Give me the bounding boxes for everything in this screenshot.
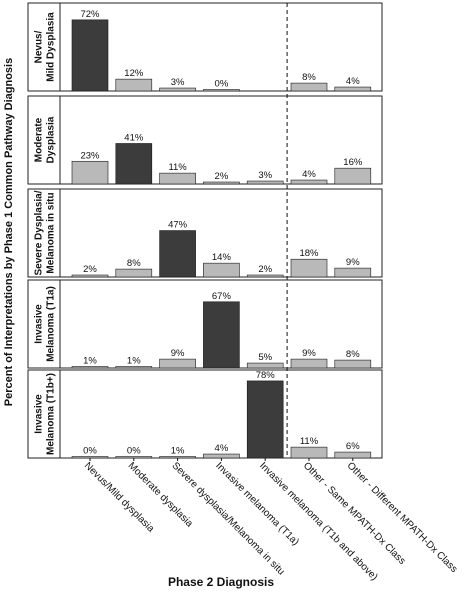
data-label: 67% bbox=[212, 291, 232, 302]
x-axis-title: Phase 2 Diagnosis bbox=[168, 575, 274, 589]
data-label: 8% bbox=[127, 258, 141, 269]
bar bbox=[290, 82, 328, 92]
panel-label: Mild Dysplasia bbox=[46, 12, 57, 82]
bar bbox=[290, 258, 328, 278]
data-label: 4% bbox=[215, 443, 229, 454]
data-label: 23% bbox=[80, 150, 100, 161]
bar bbox=[334, 359, 372, 369]
panel-label: Moderate bbox=[34, 117, 45, 162]
bar bbox=[203, 301, 240, 369]
data-label: 8% bbox=[302, 72, 316, 83]
data-label: 3% bbox=[258, 170, 272, 181]
bar bbox=[203, 262, 240, 278]
bar bbox=[71, 274, 109, 278]
bar bbox=[290, 358, 328, 369]
bar bbox=[115, 78, 153, 92]
data-label: 4% bbox=[346, 76, 360, 87]
panel-strip bbox=[27, 279, 61, 369]
bar bbox=[290, 179, 328, 185]
data-label: 11% bbox=[168, 162, 187, 173]
bar bbox=[115, 366, 153, 369]
data-label: 9% bbox=[346, 257, 360, 268]
bar bbox=[334, 167, 372, 185]
data-label: 2% bbox=[83, 264, 97, 275]
data-label: 78% bbox=[256, 370, 276, 381]
bar bbox=[203, 181, 240, 185]
panel-label: Severe Dysplasia/ bbox=[34, 190, 45, 275]
data-label: 9% bbox=[302, 348, 316, 359]
data-label: 8% bbox=[346, 349, 360, 360]
bar bbox=[71, 160, 109, 185]
data-label: 4% bbox=[302, 169, 316, 180]
data-label: 2% bbox=[258, 264, 272, 275]
data-label: 0% bbox=[83, 446, 97, 457]
bar bbox=[290, 446, 328, 459]
panel-frame bbox=[59, 2, 383, 92]
panel-label: Invasive bbox=[34, 304, 45, 344]
bar bbox=[203, 89, 240, 92]
data-label: 18% bbox=[299, 248, 319, 259]
data-label: 6% bbox=[346, 441, 360, 452]
bar bbox=[71, 366, 109, 369]
bar bbox=[159, 230, 196, 278]
panel-frame bbox=[59, 369, 383, 459]
bar bbox=[246, 180, 284, 185]
x-tick-label: Invasive melanoma (T1a) bbox=[213, 460, 301, 548]
data-label: 72% bbox=[80, 9, 100, 20]
bar bbox=[334, 267, 372, 278]
panel-label: Nevus/ bbox=[34, 30, 45, 63]
panel-frame bbox=[59, 95, 383, 185]
panel-label: Melanoma (T1a) bbox=[46, 286, 57, 362]
panel-label: Invasive bbox=[34, 394, 45, 434]
bar bbox=[71, 19, 109, 92]
bar bbox=[159, 358, 196, 369]
bar bbox=[246, 362, 284, 369]
data-label: 14% bbox=[212, 252, 232, 263]
bar bbox=[246, 274, 284, 278]
bar bbox=[159, 172, 196, 185]
data-label: 1% bbox=[127, 356, 141, 367]
panel-label: Melanoma in situ bbox=[46, 192, 57, 273]
data-label: 3% bbox=[171, 77, 185, 88]
data-label: 16% bbox=[343, 157, 363, 168]
bar bbox=[115, 268, 153, 278]
y-axis-title: Percent of Interpretations by Phase 1 Co… bbox=[3, 58, 15, 406]
data-label: 9% bbox=[171, 348, 185, 359]
panel-label: Melanoma (T1b+) bbox=[46, 373, 57, 455]
data-label: 1% bbox=[83, 356, 97, 367]
data-label: 1% bbox=[171, 446, 185, 457]
data-label: 12% bbox=[124, 68, 144, 79]
bar bbox=[115, 143, 153, 185]
panel-strip bbox=[27, 369, 61, 459]
data-label: 0% bbox=[127, 446, 141, 457]
bar bbox=[159, 456, 196, 459]
bar bbox=[246, 380, 284, 459]
data-label: 2% bbox=[215, 171, 229, 182]
data-label: 47% bbox=[168, 220, 188, 231]
data-label: 0% bbox=[215, 79, 229, 90]
panel-label: Dysplasia bbox=[46, 116, 57, 163]
panel-strip bbox=[27, 95, 61, 185]
bar bbox=[71, 456, 109, 459]
panel-frame bbox=[59, 188, 383, 278]
bar bbox=[159, 87, 196, 92]
panel-strip bbox=[27, 188, 61, 278]
data-label: 41% bbox=[124, 132, 144, 143]
panel-strip bbox=[27, 2, 61, 92]
bar bbox=[203, 453, 240, 459]
bar bbox=[115, 456, 153, 459]
data-label: 5% bbox=[258, 352, 272, 363]
data-label: 11% bbox=[300, 436, 319, 447]
bar bbox=[334, 86, 372, 92]
bar bbox=[334, 451, 372, 459]
